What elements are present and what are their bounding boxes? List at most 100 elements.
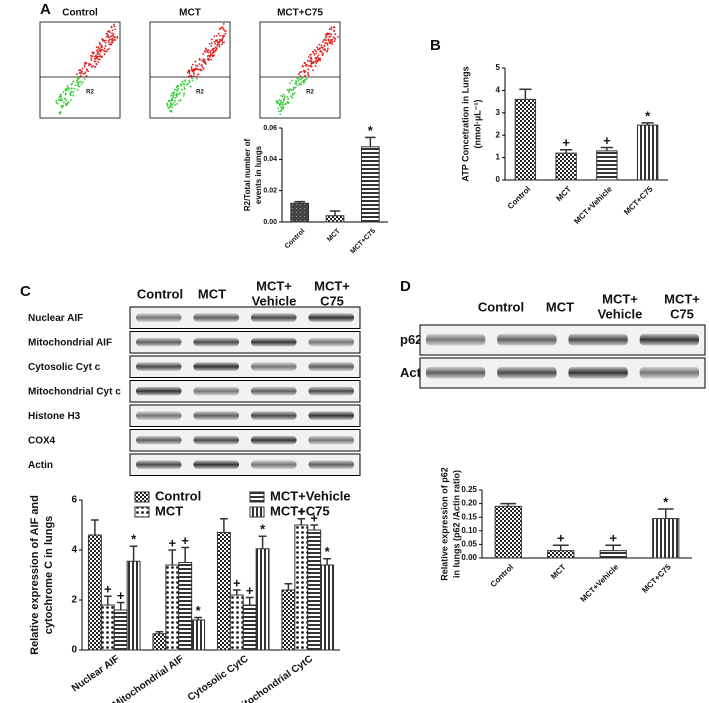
flow-dot [112, 33, 115, 36]
flow-dot [192, 63, 194, 66]
flow-dot [217, 32, 220, 35]
flow-dot [280, 94, 283, 97]
blot-band [136, 411, 182, 420]
blot-column-label: MCT [198, 286, 226, 301]
blot-band [193, 337, 239, 347]
flow-dot [170, 110, 173, 113]
flow-dot [188, 79, 190, 82]
flow-dot [195, 64, 197, 67]
flow-dot [215, 34, 218, 37]
flow-dot [69, 98, 72, 101]
flow-dot [295, 80, 298, 82]
flow-dot [216, 41, 219, 43]
flow-dot [105, 32, 108, 35]
flow-dot [189, 85, 192, 88]
flow-dot [207, 51, 209, 54]
flow-dot [71, 87, 73, 90]
flow-dot [100, 44, 103, 47]
flow-dot [325, 39, 328, 42]
y-axis-label: in lungs (p62 /Actin ratio) [451, 470, 461, 578]
bar [636, 124, 659, 181]
flow-dot [187, 82, 189, 85]
flow-dot [65, 99, 68, 102]
flow-dot [321, 54, 324, 57]
flow-dot [174, 96, 177, 99]
y-tick-label: 6 [71, 495, 77, 506]
panel-label: C [20, 283, 31, 300]
flow-dot [184, 79, 187, 82]
flow-dot [203, 58, 206, 61]
flow-dot [280, 99, 283, 102]
y-axis-label: (nmol·µL⁻¹) [472, 100, 482, 149]
flow-dot [333, 40, 336, 42]
flow-dot [171, 106, 174, 109]
flow-dot [87, 70, 89, 73]
flow-dot [94, 65, 97, 68]
flow-dot [176, 84, 179, 87]
flow-dot [107, 30, 110, 33]
x-tick-label: MCT+Vehicle [572, 184, 614, 226]
blot-band [308, 337, 354, 347]
flow-dot [307, 68, 310, 71]
flow-dot [310, 57, 313, 60]
flow-dot [188, 72, 191, 75]
flow-dot [278, 104, 281, 107]
flow-dot [300, 76, 303, 79]
significance-marker: * [196, 603, 202, 618]
flow-dot [90, 54, 92, 57]
flow-dot [183, 83, 186, 86]
significance-marker: * [260, 522, 266, 537]
blot-strip [129, 380, 361, 403]
flow-dot [83, 65, 86, 68]
y-axis-label: R2/Total number of [243, 139, 252, 212]
flow-dot [280, 106, 283, 109]
flow-dot [277, 107, 279, 110]
flow-dot [206, 58, 209, 61]
y-tick-label: 2 [71, 595, 77, 606]
flow-dot [202, 68, 205, 70]
flow-dot [326, 42, 328, 44]
flow-dot [83, 77, 86, 80]
flow-dot [223, 34, 226, 37]
blot-row-label: COX4 [28, 435, 56, 446]
flow-dot [55, 101, 58, 104]
flow-dot [183, 80, 186, 83]
flow-dot [76, 78, 79, 81]
flow-dot [99, 47, 101, 50]
y-tick-label: 1 [496, 153, 501, 162]
flow-dot [174, 104, 177, 106]
flow-dot [111, 32, 113, 35]
flow-dot [196, 65, 199, 67]
flow-dot [309, 54, 312, 56]
flow-dot [95, 62, 98, 65]
x-tick-label: Control [489, 563, 515, 589]
blot-band [251, 386, 297, 396]
flow-dot [330, 33, 333, 36]
blot-band [251, 460, 297, 469]
x-tick-label: Mitochondrial AIF [111, 654, 186, 703]
flow-dot [196, 77, 198, 80]
flow-dot [99, 43, 101, 46]
blot-band [136, 313, 182, 322]
x-tick-label: Cytosolic CytC [186, 654, 251, 703]
flow-dot [321, 40, 324, 43]
flow-dot [101, 49, 104, 51]
flow-dot [198, 63, 201, 65]
flow-dot [210, 58, 212, 61]
flow-dot [303, 62, 306, 65]
flow-dot [287, 102, 290, 105]
flow-dot [110, 41, 113, 44]
flow-dot [174, 99, 177, 102]
significance-marker: + [169, 535, 177, 550]
flow-title: MCT [179, 8, 201, 19]
blot-band [193, 362, 239, 371]
flow-dot [318, 43, 321, 46]
y-tick-label: 0.20 [461, 499, 477, 508]
legend-label: MCT+C75 [270, 503, 330, 518]
flow-dot [67, 101, 70, 103]
flow-dot [218, 38, 221, 41]
flow-dot [72, 90, 75, 93]
flow-dot [330, 28, 333, 31]
flow-dot [305, 78, 308, 80]
flow-dot [204, 47, 207, 50]
